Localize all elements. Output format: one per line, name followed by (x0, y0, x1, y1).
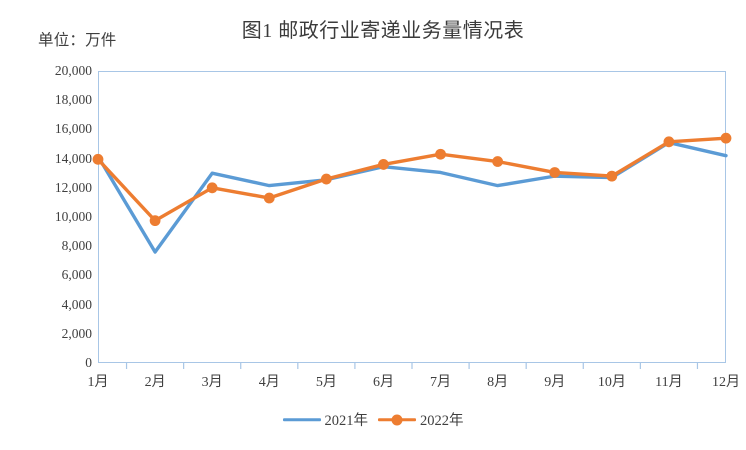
legend-swatch-icon (378, 413, 416, 427)
y-axis-tick-label: 2,000 (61, 325, 92, 341)
y-axis-tick-label: 12,000 (54, 179, 92, 195)
unit-label: 单位：万件 (38, 32, 117, 49)
x-axis-tick-label: 11月 (655, 375, 683, 390)
x-axis-tick-label: 3月 (201, 375, 223, 390)
y-axis-tick-label: 0 (85, 355, 92, 370)
legend-label: 2022年 (420, 413, 464, 429)
legend-item-2022年[interactable]: 2022年 (378, 409, 464, 430)
y-axis-tick-label: 14,000 (54, 150, 92, 166)
y-axis: 20,000 18,000 16,000 14,000 12,000 10,000 8,00… (8, 63, 92, 370)
chart-title: 图1 邮政行业寄递业务量情况表 (241, 20, 525, 42)
legend-item-2021年[interactable]: 2021年 (282, 409, 369, 430)
x-axis-tick-label: 12月 (712, 375, 740, 390)
y-axis-tick-label: 10,000 (54, 209, 92, 224)
legend-label: 2021年 (324, 413, 369, 429)
x-axis-tick-label: 10月 (597, 375, 626, 390)
chart-legend: 2021年 2022年 (0, 409, 746, 430)
x-axis-tick-label: 7月 (430, 375, 452, 390)
y-axis-tick-label: 6,000 (61, 267, 92, 283)
y-axis-tick-label: 8,000 (61, 238, 92, 254)
legend-swatch-icon (282, 413, 321, 427)
x-axis-tick-label: 2月 (144, 375, 166, 390)
y-axis-tick-label: 18,000 (54, 92, 92, 108)
x-axis-tick-label: 6月 (372, 375, 394, 390)
y-axis-tick-label: 20,000 (54, 63, 92, 78)
y-axis-tick-label: 4,000 (61, 296, 92, 312)
x-axis-tick-label: 9月 (544, 375, 566, 390)
x-axis: 1月 2月 3月 4月 5月 6月 7月 8月 9月 10月 11月 12月 (88, 363, 741, 397)
x-axis-tick-label: 4月 (258, 375, 280, 390)
plot-area (98, 71, 726, 363)
x-axis-tick-label: 5月 (315, 375, 337, 390)
x-axis-tick-label: 8月 (487, 375, 509, 390)
y-axis-tick-label: 16,000 (54, 121, 92, 137)
x-axis-tick-label: 1月 (87, 375, 109, 390)
